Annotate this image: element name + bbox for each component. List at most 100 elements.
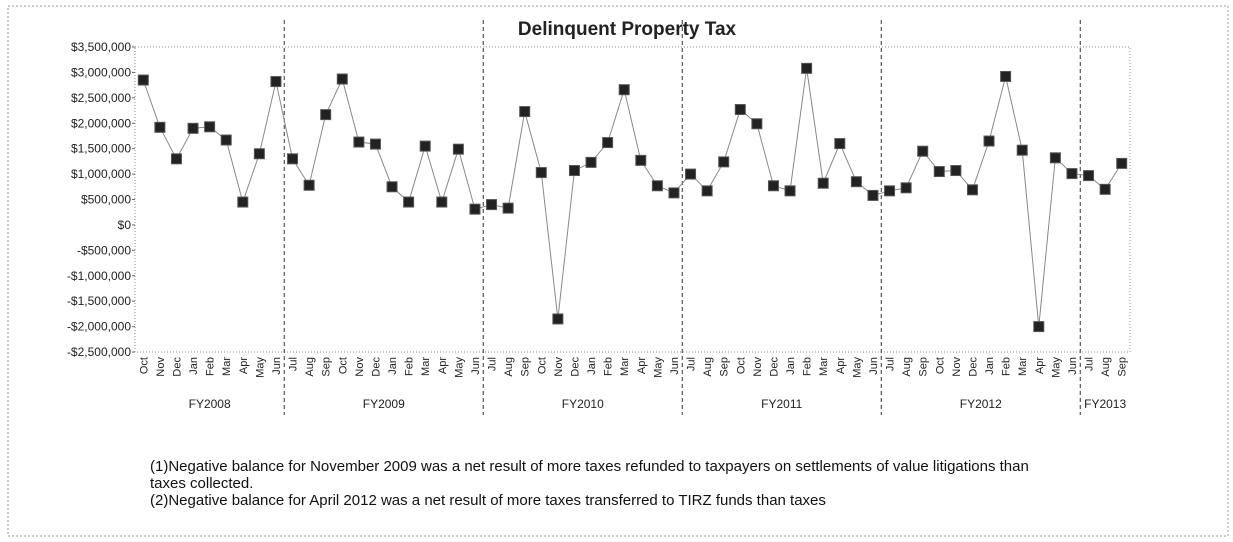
marker [452, 143, 464, 155]
marker [486, 199, 498, 211]
marker [1000, 70, 1012, 82]
x-tick-label: Mar [818, 357, 830, 376]
marker [568, 165, 580, 177]
x-tick-label: Feb [205, 357, 217, 376]
x-tick-label: Nov [553, 357, 565, 377]
x-tick-label: Jan [785, 357, 797, 375]
group-label: FY2009 [363, 397, 405, 411]
x-tick-label: Aug [1100, 357, 1112, 377]
x-tick-label: May [254, 357, 266, 378]
marker [436, 196, 448, 208]
marker [320, 109, 332, 121]
y-tick-label: $2,000,000 [71, 116, 131, 130]
x-tick-label: Sep [520, 357, 532, 377]
x-tick-label: Apr [238, 357, 250, 374]
y-tick-label: $0 [118, 218, 132, 232]
group-label: FY2008 [189, 397, 231, 411]
y-tick-label: $3,000,000 [71, 65, 131, 79]
x-tick-label: Jun [470, 357, 482, 375]
x-tick-label: Dec [967, 357, 979, 377]
x-tick-label: Apr [835, 357, 847, 374]
x-tick-label: Jul [487, 357, 499, 371]
y-tick-label: $2,500,000 [71, 91, 131, 105]
x-tick-label: Jun [1067, 357, 1079, 375]
y-tick-label: -$1,500,000 [67, 294, 131, 308]
x-tick-label: Dec [569, 357, 581, 377]
marker [237, 196, 249, 208]
x-tick-label: Sep [719, 357, 731, 377]
chart-title: Delinquent Property Tax [518, 19, 737, 40]
marker [220, 134, 232, 146]
frame [7, 5, 1229, 537]
marker [353, 136, 365, 148]
marker [884, 185, 896, 197]
marker [170, 153, 182, 165]
x-tick-label: Aug [702, 357, 714, 377]
x-tick-label: Mar [420, 357, 432, 376]
x-tick-label: May [1050, 357, 1062, 378]
marker [966, 184, 978, 196]
marker [403, 196, 415, 208]
y-tick-label: $3,500,000 [71, 40, 131, 54]
x-tick-label: Mar [619, 357, 631, 376]
x-tick-label: Dec [171, 357, 183, 377]
marker [1066, 168, 1078, 180]
marker [767, 180, 779, 192]
marker [369, 138, 381, 150]
y-tick-label: $1,000,000 [71, 167, 131, 181]
marker [419, 140, 431, 152]
x-tick-label: May [851, 357, 863, 378]
marker [502, 202, 514, 214]
marker [834, 138, 846, 150]
marker [751, 118, 763, 130]
x-tick-label: Nov [752, 357, 764, 377]
x-tick-label: Aug [304, 357, 316, 377]
x-tick-label: Oct [337, 357, 349, 374]
marker [850, 176, 862, 188]
y-tick-label: $500,000 [81, 193, 131, 207]
marker [701, 185, 713, 197]
x-tick-label: Jan [387, 357, 399, 375]
x-tick-label: Jan [984, 357, 996, 375]
x-tick-label: Oct [735, 357, 747, 374]
note: (2)Negative balance for April 2012 was a… [150, 492, 826, 509]
group-label: FY2010 [562, 397, 604, 411]
x-tick-label: Jan [188, 357, 200, 375]
x-tick-label: Aug [503, 357, 515, 377]
x-tick-label: Nov [951, 357, 963, 377]
y-tick-label: -$2,000,000 [67, 320, 131, 334]
marker [950, 165, 962, 177]
x-tick-label: Feb [404, 357, 416, 376]
marker [469, 203, 481, 215]
x-tick-label: Nov [354, 357, 366, 377]
marker [253, 148, 265, 160]
x-tick-label: Jun [868, 357, 880, 375]
marker [204, 121, 216, 133]
x-tick-label: Feb [1001, 357, 1013, 376]
x-tick-label: Apr [1034, 357, 1046, 374]
x-tick-label: Apr [437, 357, 449, 374]
marker [1033, 321, 1045, 333]
marker [187, 122, 199, 134]
marker [635, 154, 647, 166]
y-tick-label: -$500,000 [77, 243, 131, 257]
x-tick-label: Sep [1117, 357, 1129, 377]
x-tick-label: Jun [669, 357, 681, 375]
x-tick-label: Oct [536, 357, 548, 374]
marker [336, 73, 348, 85]
marker [154, 121, 166, 133]
marker [685, 168, 697, 180]
x-tick-label: Jul [1084, 357, 1096, 371]
marker [933, 166, 945, 178]
y-tick-label: -$2,500,000 [67, 345, 131, 359]
x-tick-label: Feb [802, 357, 814, 376]
x-tick-label: Jul [686, 357, 698, 371]
marker [917, 145, 929, 157]
marker [137, 74, 149, 86]
note: (1)Negative balance for November 2009 wa… [150, 458, 1029, 492]
x-tick-label: Dec [370, 357, 382, 377]
marker [734, 104, 746, 116]
x-tick-label: Dec [768, 357, 780, 377]
